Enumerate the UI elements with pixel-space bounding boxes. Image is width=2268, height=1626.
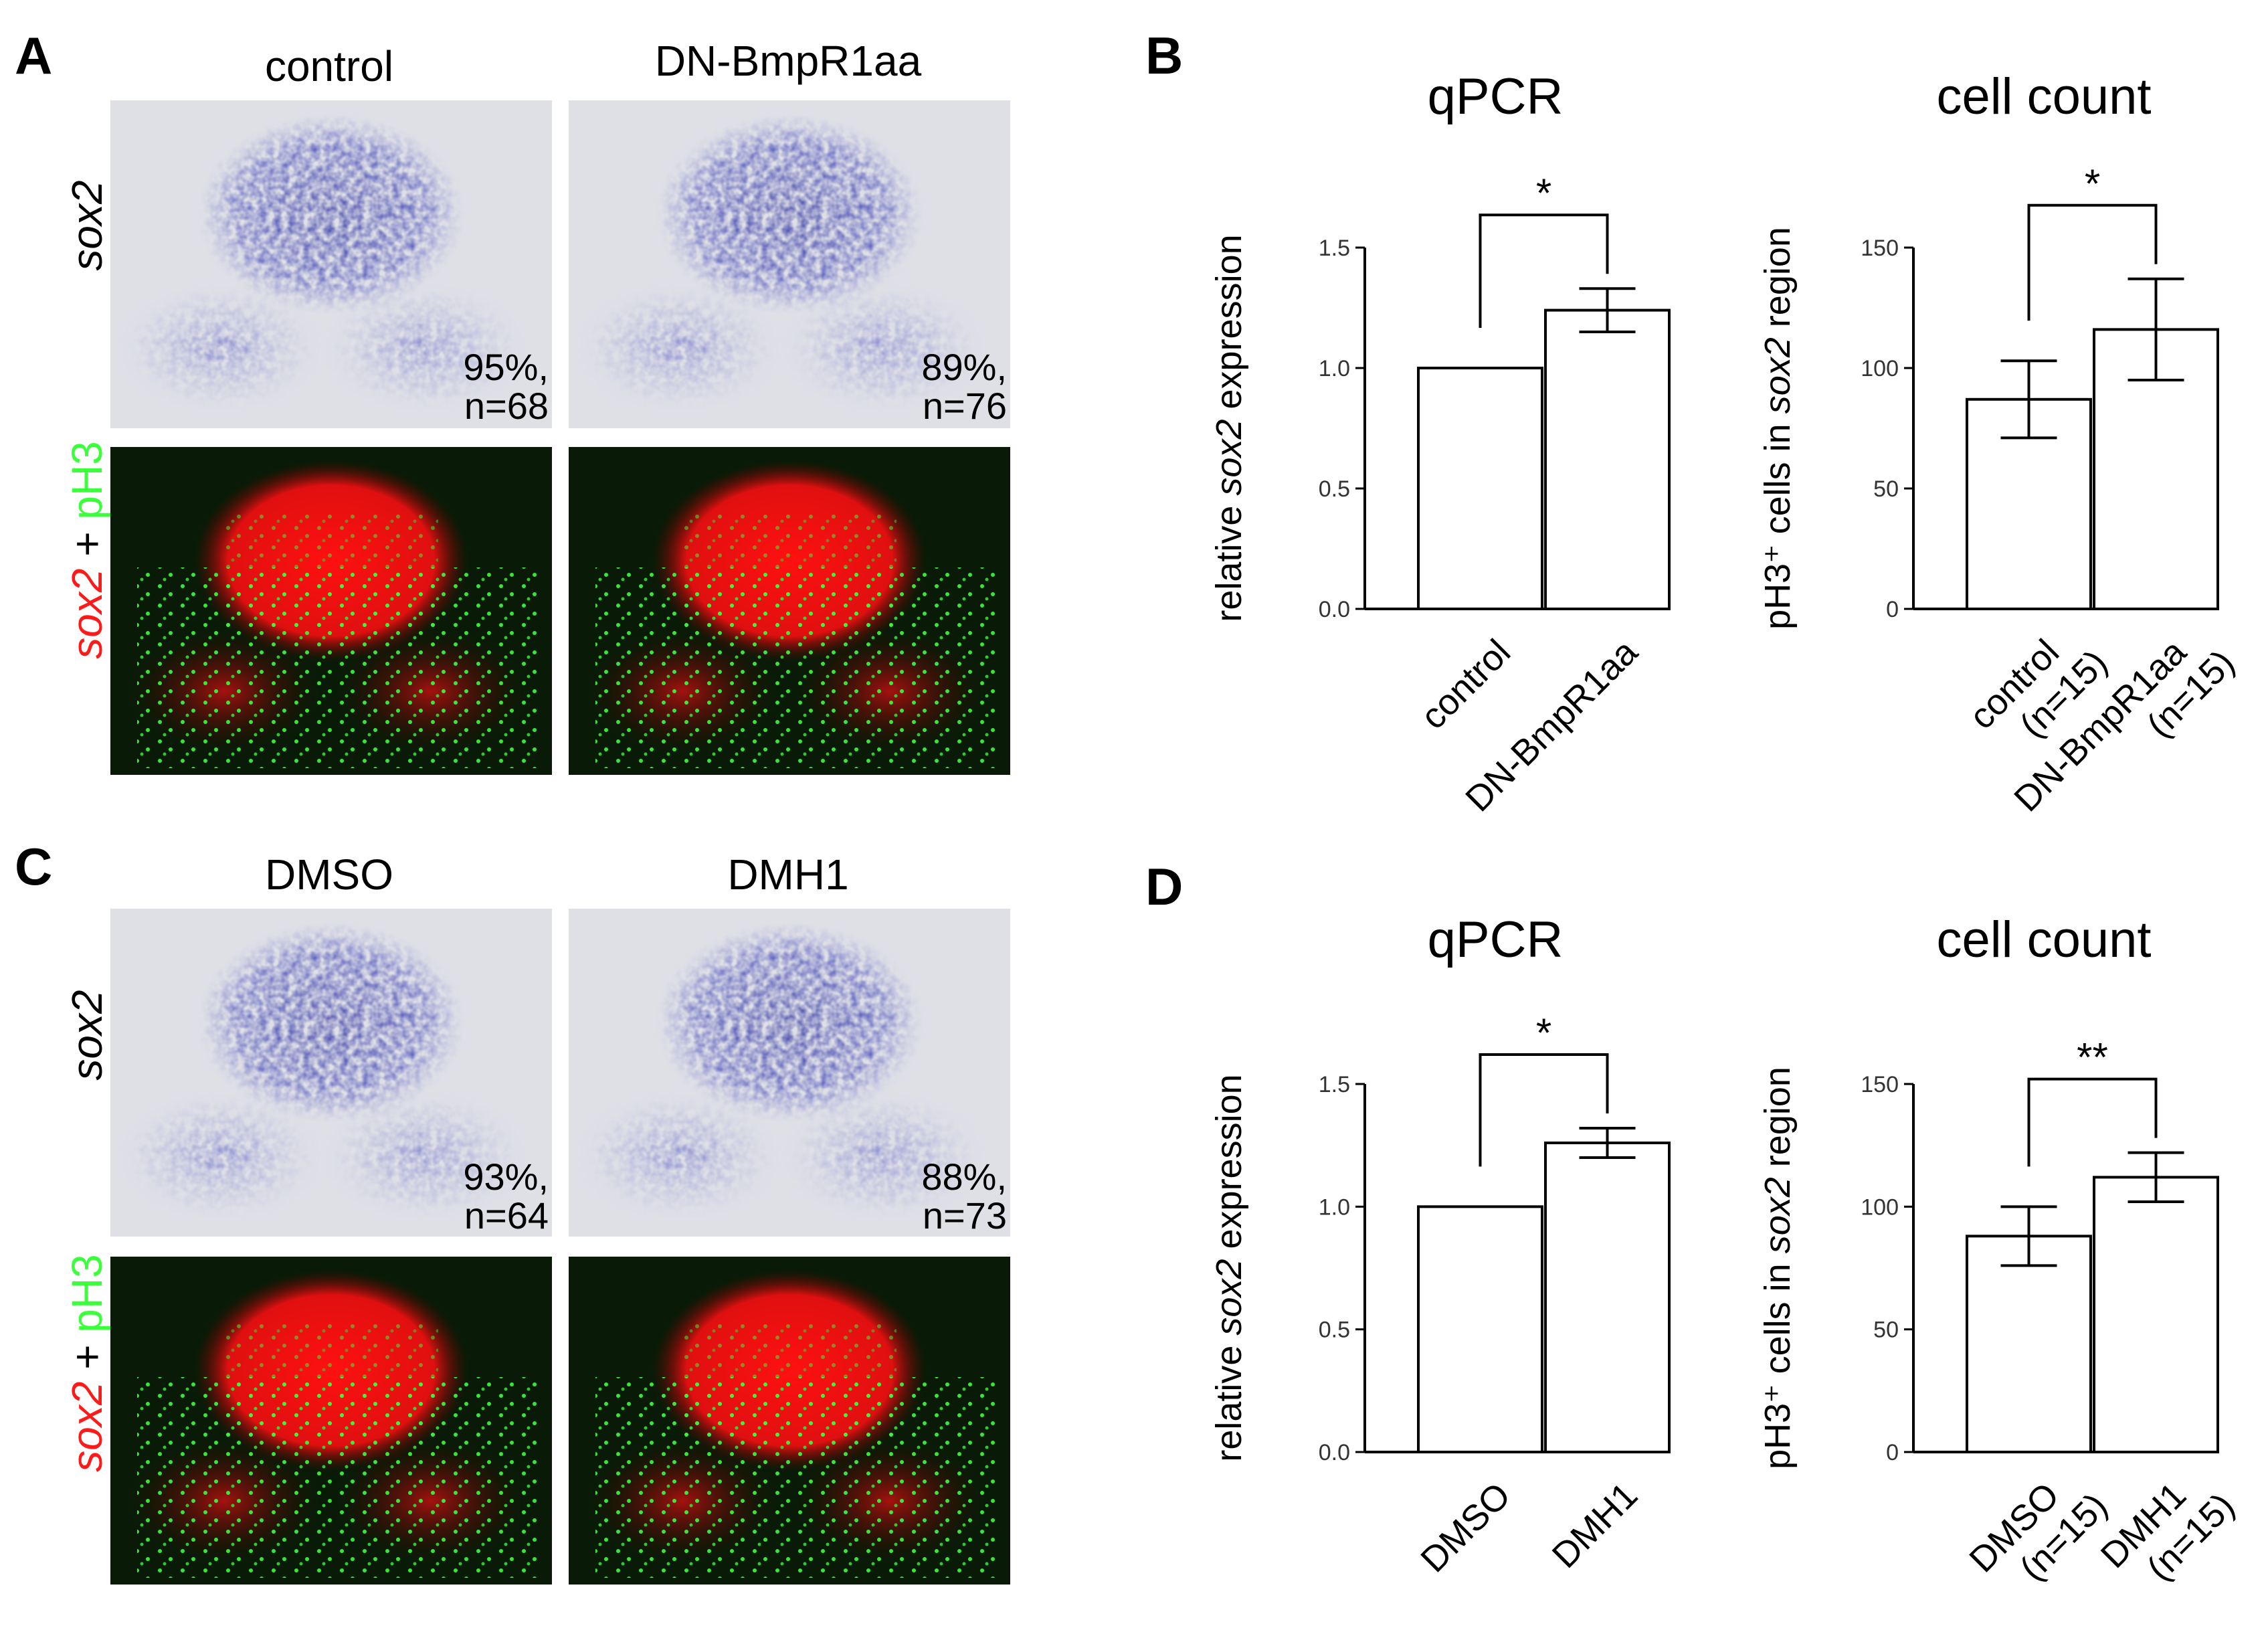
row-label-sox2-ph3-c: sox2 + pH3 xyxy=(62,1202,112,1524)
y-tick-label: 150 xyxy=(1861,1072,1899,1097)
stat-dmh1: 88%, n=73 xyxy=(921,1156,1007,1237)
bar xyxy=(1544,1142,1671,1453)
y-axis-label: pH3⁺ cells in sox2 region xyxy=(1758,227,1798,630)
y-tick-label: 1.5 xyxy=(1319,236,1350,261)
y-tick-label: 100 xyxy=(1861,356,1899,381)
y-tick-label: 0.0 xyxy=(1319,1440,1350,1465)
y-tick-label: 50 xyxy=(1873,1318,1899,1343)
y-tick-label: 50 xyxy=(1873,476,1899,502)
row-label-sox2-ish: sox2 xyxy=(63,180,111,271)
plus-label: + xyxy=(63,519,111,569)
y-tick-label: 0.5 xyxy=(1319,476,1350,502)
chart-title: cell count xyxy=(1936,911,2151,968)
y-tick-label: 100 xyxy=(1861,1194,1899,1220)
column-label-dmh1: DMH1 xyxy=(727,850,849,899)
y-tick-label: 150 xyxy=(1861,236,1899,261)
column-label-control: control xyxy=(264,42,394,90)
column-label-dmso: DMSO xyxy=(265,850,393,899)
y-tick-label: 0 xyxy=(1886,1440,1899,1465)
y-axis-label: relative sox2 expression xyxy=(1209,1074,1249,1461)
stat-dn-bmpr1aa: 89%, n=76 xyxy=(921,346,1007,427)
x-tick-label: DMH1 xyxy=(1545,1475,1646,1576)
chart-d-cell-count: cell count pH3⁺ cells in sox2 region 0 50 10… xyxy=(1758,911,2243,1609)
significance-bracket xyxy=(2027,203,2158,321)
column-label-dn-bmpr1aa: DN-BmpR1aa xyxy=(654,37,922,85)
chart-b-cell-count: cell count pH3⁺ cells in sox2 region 0 50 10… xyxy=(1758,68,2242,819)
ph3-green-label: pH3 xyxy=(63,441,111,520)
panel-letter-c: C xyxy=(15,837,53,896)
sox2-red-label: sox2 xyxy=(63,568,111,659)
panel-letter-d: D xyxy=(1145,857,1184,916)
significance-marker: ** xyxy=(2077,1035,2108,1080)
x-tick-label: DMSO(n=15) xyxy=(1962,1456,2115,1609)
chart-title: qPCR xyxy=(1428,68,1564,125)
y-axis-label: pH3⁺ cells in sox2 region xyxy=(1758,1067,1798,1469)
fluo-image-dmh1 xyxy=(569,1257,1010,1585)
y-tick-label: 1.0 xyxy=(1319,1194,1350,1220)
y-tick-label: 0 xyxy=(1886,597,1899,622)
row-label-sox2-ph3: sox2 + pH3 xyxy=(62,389,112,711)
chart-b-qpcr: qPCR relative sox2 expression 0.0 0.5 1.0 1.5… xyxy=(1209,68,1671,819)
chart-d-qpcr: qPCR relative sox2 expression 0.0 0.5 1.0 1.5… xyxy=(1209,911,1671,1580)
row-label-sox2-ish-c: sox2 xyxy=(63,990,111,1081)
significance-bracket xyxy=(1479,1053,1609,1167)
significance-marker: * xyxy=(1536,1010,1551,1055)
significance-bracket xyxy=(1479,213,1609,328)
fluo-image-control xyxy=(110,447,552,775)
significance-bracket xyxy=(2027,1077,2158,1167)
significance-marker: * xyxy=(1536,171,1551,215)
x-tick-label: control xyxy=(1413,632,1518,737)
bar xyxy=(2093,1176,2219,1453)
fluo-image-dmso xyxy=(110,1257,552,1585)
x-tick-label: DMH1(n=15) xyxy=(2093,1456,2243,1605)
plus-label: + xyxy=(63,1332,111,1382)
ph3-green-label: pH3 xyxy=(63,1254,111,1333)
y-tick-label: 0.5 xyxy=(1319,1318,1350,1343)
bar xyxy=(1417,367,1543,610)
bar xyxy=(1966,1235,2092,1453)
panel-letter-a: A xyxy=(15,26,53,85)
fluo-image-dn-bmpr1aa xyxy=(569,447,1010,775)
x-tick-label: DMSO xyxy=(1413,1475,1518,1580)
y-tick-label: 1.0 xyxy=(1319,356,1350,381)
chart-title: qPCR xyxy=(1428,911,1564,968)
bar xyxy=(1544,308,1671,610)
bar xyxy=(1417,1205,1543,1453)
significance-marker: * xyxy=(2085,161,2100,206)
panel-letter-b: B xyxy=(1145,26,1184,85)
stat-dmso: 93%, n=64 xyxy=(463,1156,549,1237)
y-tick-label: 0.0 xyxy=(1319,597,1350,622)
y-axis-label: relative sox2 expression xyxy=(1209,234,1249,622)
chart-title: cell count xyxy=(1936,68,2151,125)
sox2-red-label: sox2 xyxy=(63,1381,111,1472)
y-tick-label: 1.5 xyxy=(1319,1072,1350,1097)
stat-control: 95%, n=68 xyxy=(463,346,549,427)
